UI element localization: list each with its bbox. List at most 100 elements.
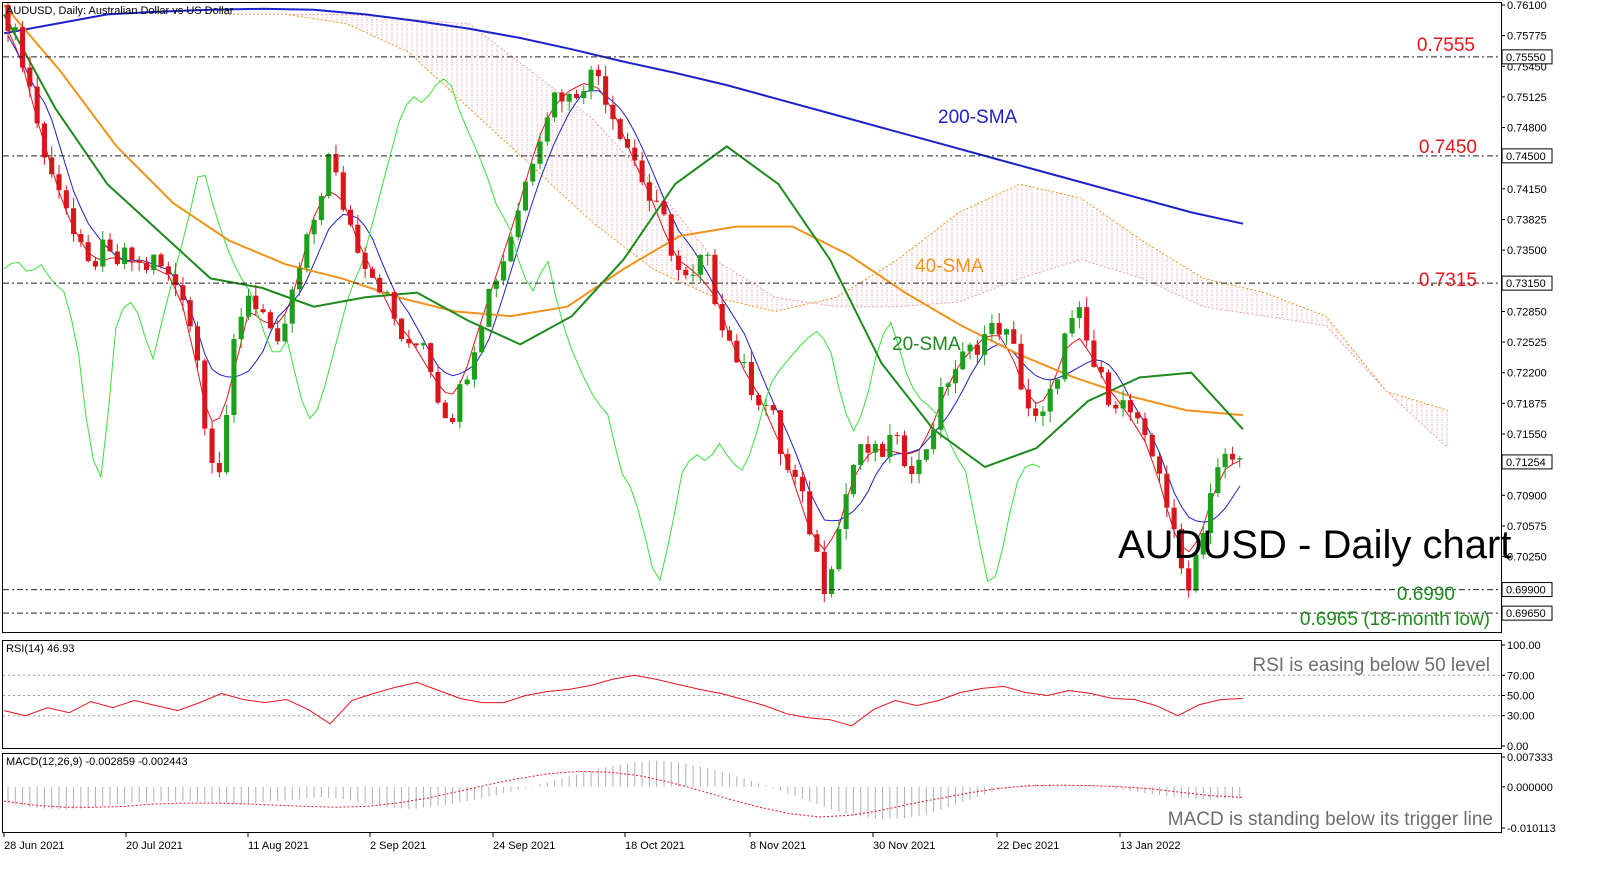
price-axis: 0.761000.757750.754500.751250.748000.741… <box>1501 0 1553 621</box>
candle-body <box>770 405 776 411</box>
rsi-pane-frame <box>2 640 1502 749</box>
candle-body <box>1076 307 1082 319</box>
candle-body <box>515 210 521 238</box>
macd-title: MACD(12,26,9) -0.002859 -0.002443 <box>6 756 188 768</box>
candle-body <box>1047 388 1053 412</box>
candle-body <box>457 384 463 422</box>
candle-body <box>1149 435 1155 457</box>
sma40-label: 40-SMA <box>915 256 984 277</box>
candle-body <box>216 462 222 473</box>
candle-body <box>916 459 922 475</box>
candle-body <box>843 494 849 530</box>
level-label-7315: 0.7315 <box>1419 270 1477 291</box>
candle-body <box>1156 456 1163 474</box>
candle-body <box>493 280 499 289</box>
candle-body <box>369 268 375 278</box>
candle-body <box>726 330 733 341</box>
candle-body <box>275 328 281 342</box>
macd-note: MACD is standing below its trigger line <box>1168 809 1493 830</box>
candle-body <box>1011 329 1017 344</box>
candle-body <box>41 123 47 158</box>
candle-body <box>318 196 324 220</box>
candle-body <box>1003 329 1010 335</box>
candle-body <box>27 67 33 87</box>
date-tick-label: 20 Jul 2021 <box>126 840 183 852</box>
candle-body <box>508 237 514 262</box>
price-tick-label: 0.72200 <box>1507 368 1547 380</box>
candle-body <box>654 200 660 202</box>
candle-body <box>5 5 11 31</box>
candle-body <box>136 260 142 263</box>
sma20-label: 20-SMA <box>892 334 961 355</box>
macd-signal-line <box>3 770 1244 818</box>
candle-body <box>399 318 405 340</box>
candle-body <box>122 247 128 265</box>
rsi-line <box>3 674 1244 727</box>
macd-tick-label: -0.010113 <box>1507 823 1556 835</box>
candle-body <box>675 255 682 270</box>
candle-body <box>530 163 536 182</box>
candle-body <box>63 190 69 209</box>
candle-body <box>581 91 587 99</box>
sma-line-20-sma <box>3 13 1244 469</box>
candle-body <box>617 119 623 139</box>
price-marker-box <box>1501 49 1553 65</box>
candle-body <box>311 219 317 235</box>
level-label-7555: 0.7555 <box>1417 35 1475 56</box>
candle-body <box>1120 400 1126 409</box>
rsi-tick-label: 50.00 <box>1507 691 1535 703</box>
price-marker-label: 0.73150 <box>1506 278 1546 290</box>
candle-body <box>858 444 864 465</box>
candle-body <box>173 274 179 286</box>
price-marker-box <box>1501 275 1553 291</box>
candle-body <box>974 344 980 355</box>
candle-body <box>245 295 252 317</box>
candle-body <box>1084 307 1090 341</box>
date-tick-label: 13 Jan 2022 <box>1120 840 1181 852</box>
candle-body <box>763 405 769 407</box>
price-marker-box <box>1501 148 1553 164</box>
candle-body <box>690 274 696 276</box>
candle-body <box>85 242 91 262</box>
price-marker-label: 0.75550 <box>1506 52 1546 64</box>
candle-body <box>202 360 208 429</box>
candle-body <box>413 343 419 346</box>
candle-body <box>384 292 390 294</box>
candle-body <box>1193 554 1199 591</box>
time-axis: 28 Jun 2021 20 Jul 2021 11 Aug 2021 2 Sep 2… <box>3 833 1181 852</box>
candle-body <box>1135 412 1141 419</box>
candle-body <box>486 288 492 327</box>
candle-body <box>282 323 288 342</box>
candle-body <box>931 429 937 450</box>
candle-body <box>872 443 878 453</box>
candle-body <box>362 252 368 269</box>
candle-body <box>697 254 703 275</box>
candle-body <box>289 289 295 324</box>
candle-body <box>719 304 725 331</box>
candle-body <box>1025 389 1031 409</box>
candle-body <box>734 340 740 363</box>
candle-body <box>639 160 645 183</box>
level-label-6965: 0.6965 (18-month low) <box>1300 609 1490 630</box>
candle-body <box>158 254 164 267</box>
price-tick-label: 0.73825 <box>1507 215 1547 227</box>
price-tick-label: 0.75125 <box>1507 92 1547 104</box>
candle-body <box>340 172 346 210</box>
candle-body <box>1127 400 1133 413</box>
candle-body <box>12 27 18 31</box>
candle-body <box>194 326 201 361</box>
date-tick-label: 22 Dec 2021 <box>997 840 1059 852</box>
candle-body <box>960 351 966 370</box>
candle-body <box>821 551 827 594</box>
candle-body <box>333 153 339 173</box>
candle-body <box>1142 418 1148 436</box>
candle-body <box>442 402 448 419</box>
candle-body <box>865 444 871 453</box>
candle-body <box>1054 379 1061 389</box>
price-marker-box <box>1501 605 1553 621</box>
candle-body <box>909 466 915 475</box>
date-tick-label: 2 Sep 2021 <box>370 840 426 852</box>
candle-body <box>741 362 747 364</box>
candle-body <box>260 309 266 313</box>
date-tick-label: 30 Nov 2021 <box>873 840 935 852</box>
